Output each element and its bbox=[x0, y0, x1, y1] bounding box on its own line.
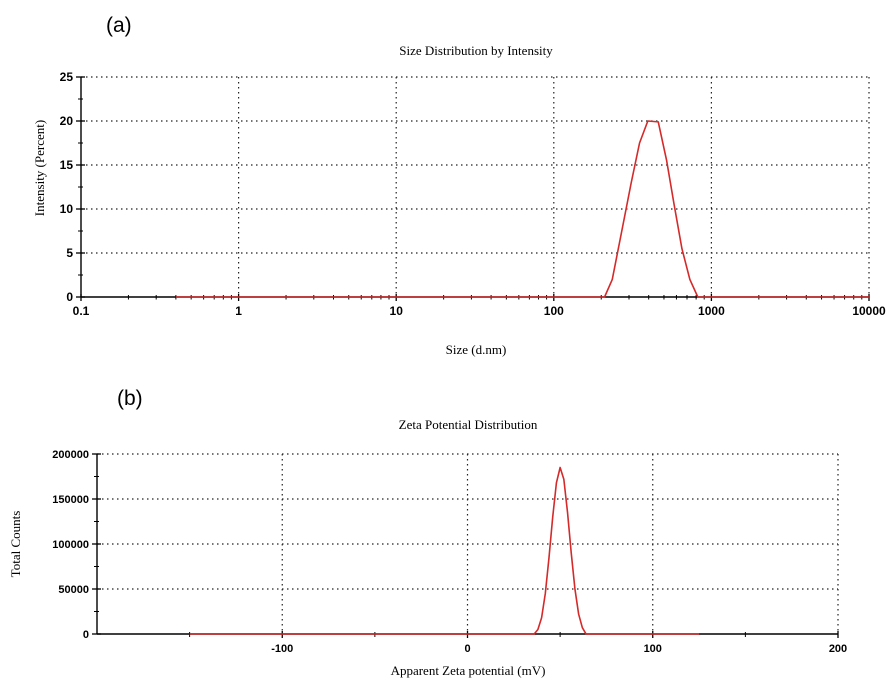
x-tick-label: -100 bbox=[271, 643, 293, 655]
chart-title-b: Zeta Potential Distribution bbox=[399, 417, 538, 432]
tick-labels-b: 0 50000 100000 150000 200000 -100 0 100 200 bbox=[52, 449, 847, 655]
panel-label-a: (a) bbox=[106, 14, 132, 37]
zeta-potential-chart: (b) Zeta Potential Distribution Apparent… bbox=[8, 387, 847, 678]
series-line bbox=[189, 466, 700, 635]
y-tick-label: 100000 bbox=[52, 539, 89, 551]
y-axis-label-a: Intensity (Percent) bbox=[32, 120, 47, 216]
x-tick-label: 0.1 bbox=[73, 304, 90, 318]
y-tick-label: 5 bbox=[66, 246, 73, 260]
x-axis-label-b: Apparent Zeta potential (mV) bbox=[391, 663, 546, 678]
y-tick-label: 150000 bbox=[52, 494, 89, 506]
x-tick-label: 200 bbox=[829, 643, 847, 655]
y-tick-label: 200000 bbox=[52, 449, 89, 461]
chart-title-a: Size Distribution by Intensity bbox=[399, 43, 553, 58]
axes-b bbox=[92, 453, 839, 638]
size-distribution-chart: (a) Size Distribution by Intensity Size … bbox=[32, 14, 886, 357]
x-tick-label: 100 bbox=[544, 304, 564, 318]
x-tick-label: 1000 bbox=[698, 304, 725, 318]
x-axis-label-a: Size (d.nm) bbox=[446, 342, 507, 357]
tick-labels-a: 0 5 10 15 20 25 0.1 1 10 100 1000 10000 bbox=[60, 70, 886, 318]
x-tick-label: 10 bbox=[390, 304, 404, 318]
y-tick-label: 50000 bbox=[58, 584, 89, 596]
y-tick-label: 0 bbox=[66, 290, 73, 304]
panel-label-b: (b) bbox=[117, 387, 143, 410]
y-tick-label: 10 bbox=[60, 202, 74, 216]
y-tick-label: 20 bbox=[60, 114, 74, 128]
grid-b bbox=[97, 453, 839, 634]
x-tick-label: 100 bbox=[644, 643, 662, 655]
series-a bbox=[175, 120, 869, 298]
series-b bbox=[189, 466, 700, 635]
axes-a bbox=[76, 76, 870, 301]
grid-a bbox=[81, 76, 870, 297]
y-axis-label-b: Total Counts bbox=[8, 511, 23, 578]
y-tick-label: 15 bbox=[60, 158, 74, 172]
x-tick-label: 1 bbox=[235, 304, 242, 318]
series-line bbox=[175, 120, 869, 298]
x-tick-label: 0 bbox=[464, 643, 470, 655]
x-tick-label: 10000 bbox=[852, 304, 886, 318]
y-tick-label: 0 bbox=[83, 629, 89, 641]
y-tick-label: 25 bbox=[60, 70, 74, 84]
